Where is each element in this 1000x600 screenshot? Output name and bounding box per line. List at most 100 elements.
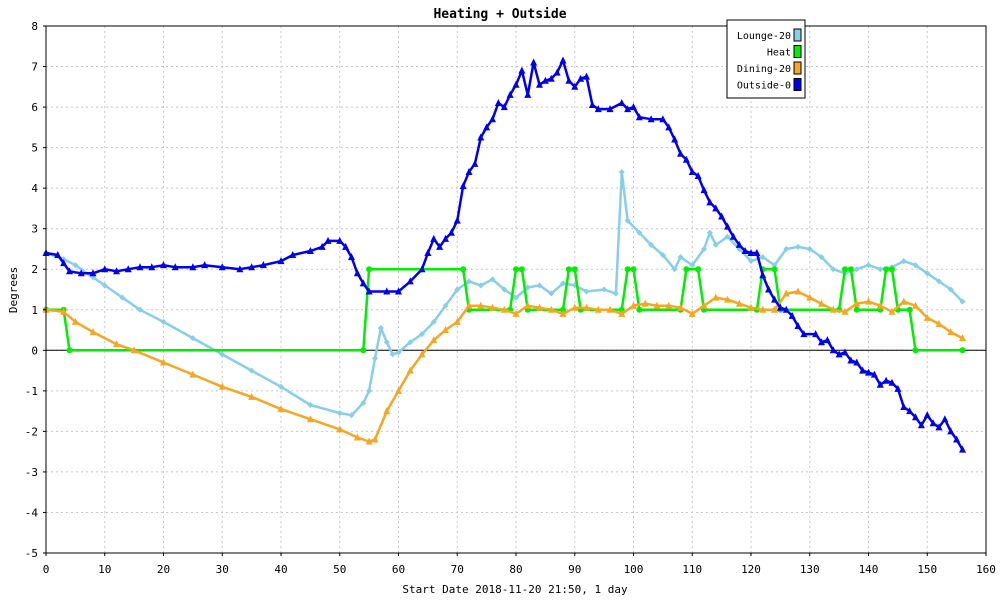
data-point xyxy=(701,245,707,252)
data-point xyxy=(829,346,837,354)
data-point xyxy=(277,405,285,413)
data-point xyxy=(306,246,314,254)
data-point xyxy=(477,301,485,309)
data-point xyxy=(947,328,955,336)
data-point xyxy=(430,234,438,242)
data-point xyxy=(518,266,525,273)
data-point xyxy=(513,294,519,301)
data-point xyxy=(430,318,437,325)
data-point xyxy=(160,318,167,325)
y-tick-label: -2 xyxy=(25,425,38,438)
data-point xyxy=(859,366,867,374)
data-point xyxy=(618,309,626,317)
data-point xyxy=(248,367,255,374)
data-point xyxy=(259,261,267,269)
y-tick-label: -5 xyxy=(25,547,38,560)
data-point xyxy=(900,403,908,411)
data-point xyxy=(694,171,702,179)
x-tick-label: 0 xyxy=(43,563,50,576)
data-point xyxy=(201,261,209,269)
y-tick-label: -1 xyxy=(25,385,38,398)
data-point xyxy=(624,266,631,273)
data-point xyxy=(454,286,461,293)
data-point xyxy=(500,305,508,313)
data-point xyxy=(101,265,109,273)
data-point xyxy=(60,259,68,267)
data-point xyxy=(959,445,966,453)
y-tick-label: -3 xyxy=(25,466,38,479)
data-point xyxy=(724,233,731,240)
data-point xyxy=(494,99,502,107)
data-point xyxy=(406,277,414,285)
data-point xyxy=(336,425,344,433)
data-point xyxy=(883,266,890,273)
data-point xyxy=(601,286,608,293)
data-point xyxy=(759,271,767,279)
data-point xyxy=(748,258,754,265)
y-tick-label: 3 xyxy=(31,223,38,236)
data-point xyxy=(735,299,743,307)
data-point xyxy=(371,435,379,443)
data-point xyxy=(559,56,567,64)
data-point xyxy=(453,216,461,224)
data-point xyxy=(383,407,391,415)
data-point xyxy=(189,335,196,342)
data-point xyxy=(917,421,925,429)
data-point xyxy=(647,115,655,123)
data-point xyxy=(518,66,526,74)
data-point xyxy=(823,336,831,344)
x-tick-label: 40 xyxy=(274,563,287,576)
data-point xyxy=(688,167,696,175)
data-point xyxy=(219,351,226,358)
data-point xyxy=(124,265,132,273)
data-point xyxy=(248,392,256,400)
data-point xyxy=(512,309,520,317)
data-point xyxy=(548,290,555,297)
data-point xyxy=(459,182,467,190)
series-line xyxy=(46,267,963,352)
data-point xyxy=(636,306,643,313)
data-point xyxy=(342,242,350,250)
x-tick-label: 70 xyxy=(451,563,464,576)
data-point xyxy=(189,370,197,378)
series-dining-20 xyxy=(42,287,966,445)
data-point xyxy=(77,269,85,277)
data-point xyxy=(700,301,708,309)
data-point xyxy=(536,282,543,289)
data-point xyxy=(635,113,643,121)
data-point xyxy=(577,74,585,82)
data-point xyxy=(847,356,855,364)
data-point xyxy=(923,313,931,321)
data-point xyxy=(336,410,343,417)
data-point xyxy=(648,241,655,248)
y-tick-label: 1 xyxy=(31,304,38,317)
data-point xyxy=(682,155,690,163)
legend-box xyxy=(726,19,806,99)
data-point xyxy=(936,278,942,285)
data-point xyxy=(489,115,496,123)
data-point xyxy=(160,261,167,269)
x-tick-label: 130 xyxy=(800,563,820,576)
data-point xyxy=(489,276,496,283)
data-point xyxy=(924,270,931,277)
data-point xyxy=(641,299,649,307)
data-point xyxy=(500,103,508,111)
y-tick-label: 2 xyxy=(31,263,38,276)
data-point xyxy=(594,105,602,113)
data-point xyxy=(524,284,531,291)
data-point xyxy=(218,382,226,390)
data-point xyxy=(818,254,825,261)
data-point xyxy=(442,302,449,309)
data-point xyxy=(324,236,332,244)
legend-swatch xyxy=(793,61,802,75)
data-point xyxy=(677,303,684,311)
data-point xyxy=(765,285,773,293)
data-point xyxy=(683,266,690,273)
y-tick-label: 6 xyxy=(31,101,38,114)
data-point xyxy=(395,349,402,356)
data-point xyxy=(818,299,825,307)
data-point xyxy=(365,437,373,445)
data-point xyxy=(236,265,244,273)
data-point xyxy=(900,297,908,305)
